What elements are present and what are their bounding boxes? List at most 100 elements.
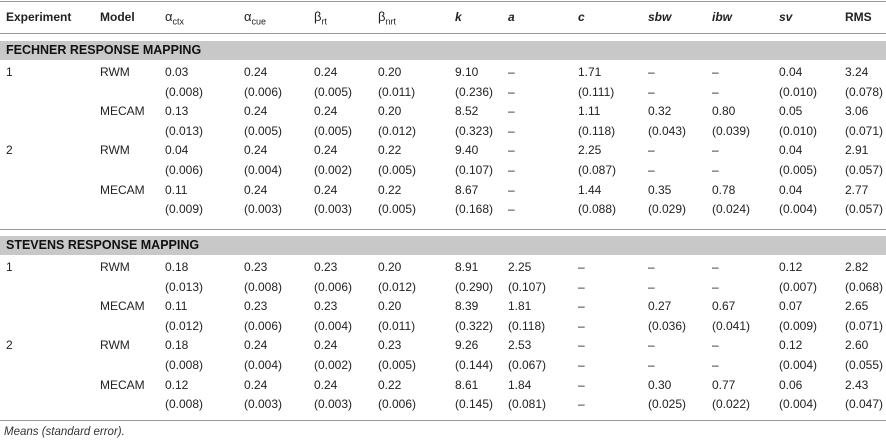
table-cell: 8.67 [455, 182, 479, 197]
column-header-model: Model [100, 10, 135, 24]
table-cell: MECAM [100, 299, 145, 314]
column-header-sv: sv [779, 10, 793, 24]
table-header: Experiment Model αctx αcue βrt βnrt k a c sbw ibw s… [0, 6, 886, 28]
table-cell: 0.23 [314, 299, 338, 314]
column-header-b-rt: βrt [314, 9, 327, 27]
table-cell: – [712, 84, 719, 99]
table-cell: (0.003) [244, 397, 283, 412]
table-cell: 0.27 [648, 299, 672, 314]
table-cell: 0.24 [314, 143, 338, 158]
table-cell: (0.039) [712, 123, 751, 138]
table-cell: 0.12 [165, 377, 189, 392]
table-cell: – [508, 202, 515, 217]
table-cell: 0.05 [779, 104, 803, 119]
table-cell: 0.24 [244, 143, 268, 158]
column-header-a-cue: αcue [244, 9, 267, 27]
table-cell: MECAM [100, 104, 145, 119]
column-header-a: a [508, 10, 515, 24]
table-cell: (0.029) [648, 202, 687, 217]
table-cell: (0.009) [779, 318, 818, 333]
table-cell: 2 [6, 338, 13, 353]
table-cell: (0.003) [244, 202, 283, 217]
table-cell: – [648, 358, 655, 372]
table-cell: (0.008) [244, 279, 283, 294]
table-cell: 3.06 [845, 104, 869, 119]
table-cell: (0.071) [845, 318, 884, 333]
table-cell: (0.005) [314, 123, 353, 138]
table-cell: 1 [6, 260, 13, 274]
table-cell: MECAM [100, 182, 145, 197]
table-cell: (0.107) [455, 163, 494, 177]
table-cell: 0.24 [314, 182, 338, 197]
table-cell: – [508, 123, 515, 138]
table-cell: (0.078) [845, 84, 884, 99]
table-cell: (0.025) [648, 397, 687, 412]
table-cell: – [648, 279, 655, 294]
column-header-rms: RMS [845, 10, 872, 24]
table-row: (0.013) (0.008) (0.006) (0.012) (0.290) (0.10… [0, 278, 886, 297]
table-cell: (0.005) [378, 202, 417, 217]
table-cell: – [648, 338, 655, 353]
table-cell: (0.057) [845, 163, 884, 177]
table-cell: – [648, 260, 655, 274]
table-cell: (0.004) [244, 163, 283, 177]
table-cell: 2 [6, 143, 13, 158]
table-cell: 1.71 [578, 65, 602, 79]
table-cell: 0.24 [244, 182, 268, 197]
table-cell: (0.003) [314, 397, 353, 412]
table-cell: 8.39 [455, 299, 479, 314]
table-cell: (0.010) [779, 123, 818, 138]
table-cell: (0.008) [165, 358, 204, 372]
table-cell: 1.11 [578, 104, 601, 119]
table-cell: (0.323) [455, 123, 494, 138]
header-rule [0, 33, 886, 34]
table-cell: (0.005) [244, 123, 283, 138]
table-cell: (0.071) [845, 123, 884, 138]
table-cell: – [648, 163, 655, 177]
table-cell: (0.024) [712, 202, 751, 217]
table-row: 2 RWM 0.04 0.24 0.24 0.22 9.40 – 2.25 – – 0.04 2.91 [0, 141, 886, 160]
table-cell: (0.007) [779, 279, 818, 294]
table-row: MECAM 0.11 0.23 0.23 0.20 8.39 1.81 – 0.27 0.67 0.… [0, 297, 886, 316]
table-cell: (0.081) [508, 397, 547, 412]
table-cell: 0.32 [648, 104, 672, 119]
column-header-b-nrt: βnrt [378, 9, 396, 27]
table-cell: 0.24 [314, 65, 338, 79]
table-cell: 0.23 [244, 299, 268, 314]
table-cell: (0.011) [378, 318, 416, 333]
table-cell: 0.04 [779, 143, 803, 158]
table-row: MECAM 0.13 0.24 0.24 0.20 8.52 – 1.11 0.32 0.80 0.… [0, 102, 886, 121]
table-cell: 0.03 [165, 65, 189, 79]
table-cell: (0.005) [779, 163, 818, 177]
table-cell: (0.041) [712, 318, 751, 333]
table-cell: (0.005) [378, 163, 417, 177]
table-cell: – [508, 143, 515, 158]
section-header: FECHNER RESPONSE MAPPING [0, 41, 886, 60]
table-cell: 8.61 [455, 377, 479, 392]
table-cell: – [712, 163, 719, 177]
table-cell: 0.23 [378, 338, 402, 353]
table-cell: 2.91 [845, 143, 869, 158]
table-cell: 0.04 [779, 182, 803, 197]
table-cell: RWM [100, 260, 130, 274]
table-cell: (0.006) [244, 84, 283, 99]
table-cell: 0.12 [779, 338, 803, 353]
table-cell: 2.60 [845, 338, 869, 353]
table-cell: 1.44 [578, 182, 602, 197]
table-cell: – [712, 65, 719, 79]
table-cell: (0.057) [845, 202, 884, 217]
table-cell: (0.236) [455, 84, 494, 99]
table-row: (0.009) (0.003) (0.003) (0.005) (0.168) – (0.0… [0, 200, 886, 219]
table-cell: 0.20 [378, 299, 402, 314]
table-cell: 0.24 [314, 377, 338, 392]
table-cell: 2.53 [508, 338, 532, 353]
table-cell: (0.168) [455, 202, 494, 217]
table-cell: (0.013) [165, 279, 204, 294]
table-row: 2 RWM 0.18 0.24 0.24 0.23 9.26 2.53 – – – 0.12 2.60 [0, 336, 886, 355]
table-cell: – [578, 279, 585, 294]
table-cell: 0.11 [165, 299, 188, 314]
table-cell: 0.06 [779, 377, 803, 392]
table-cell: (0.012) [165, 318, 204, 333]
table-cell: (0.010) [779, 84, 818, 99]
table-cell: (0.111) [578, 84, 615, 99]
